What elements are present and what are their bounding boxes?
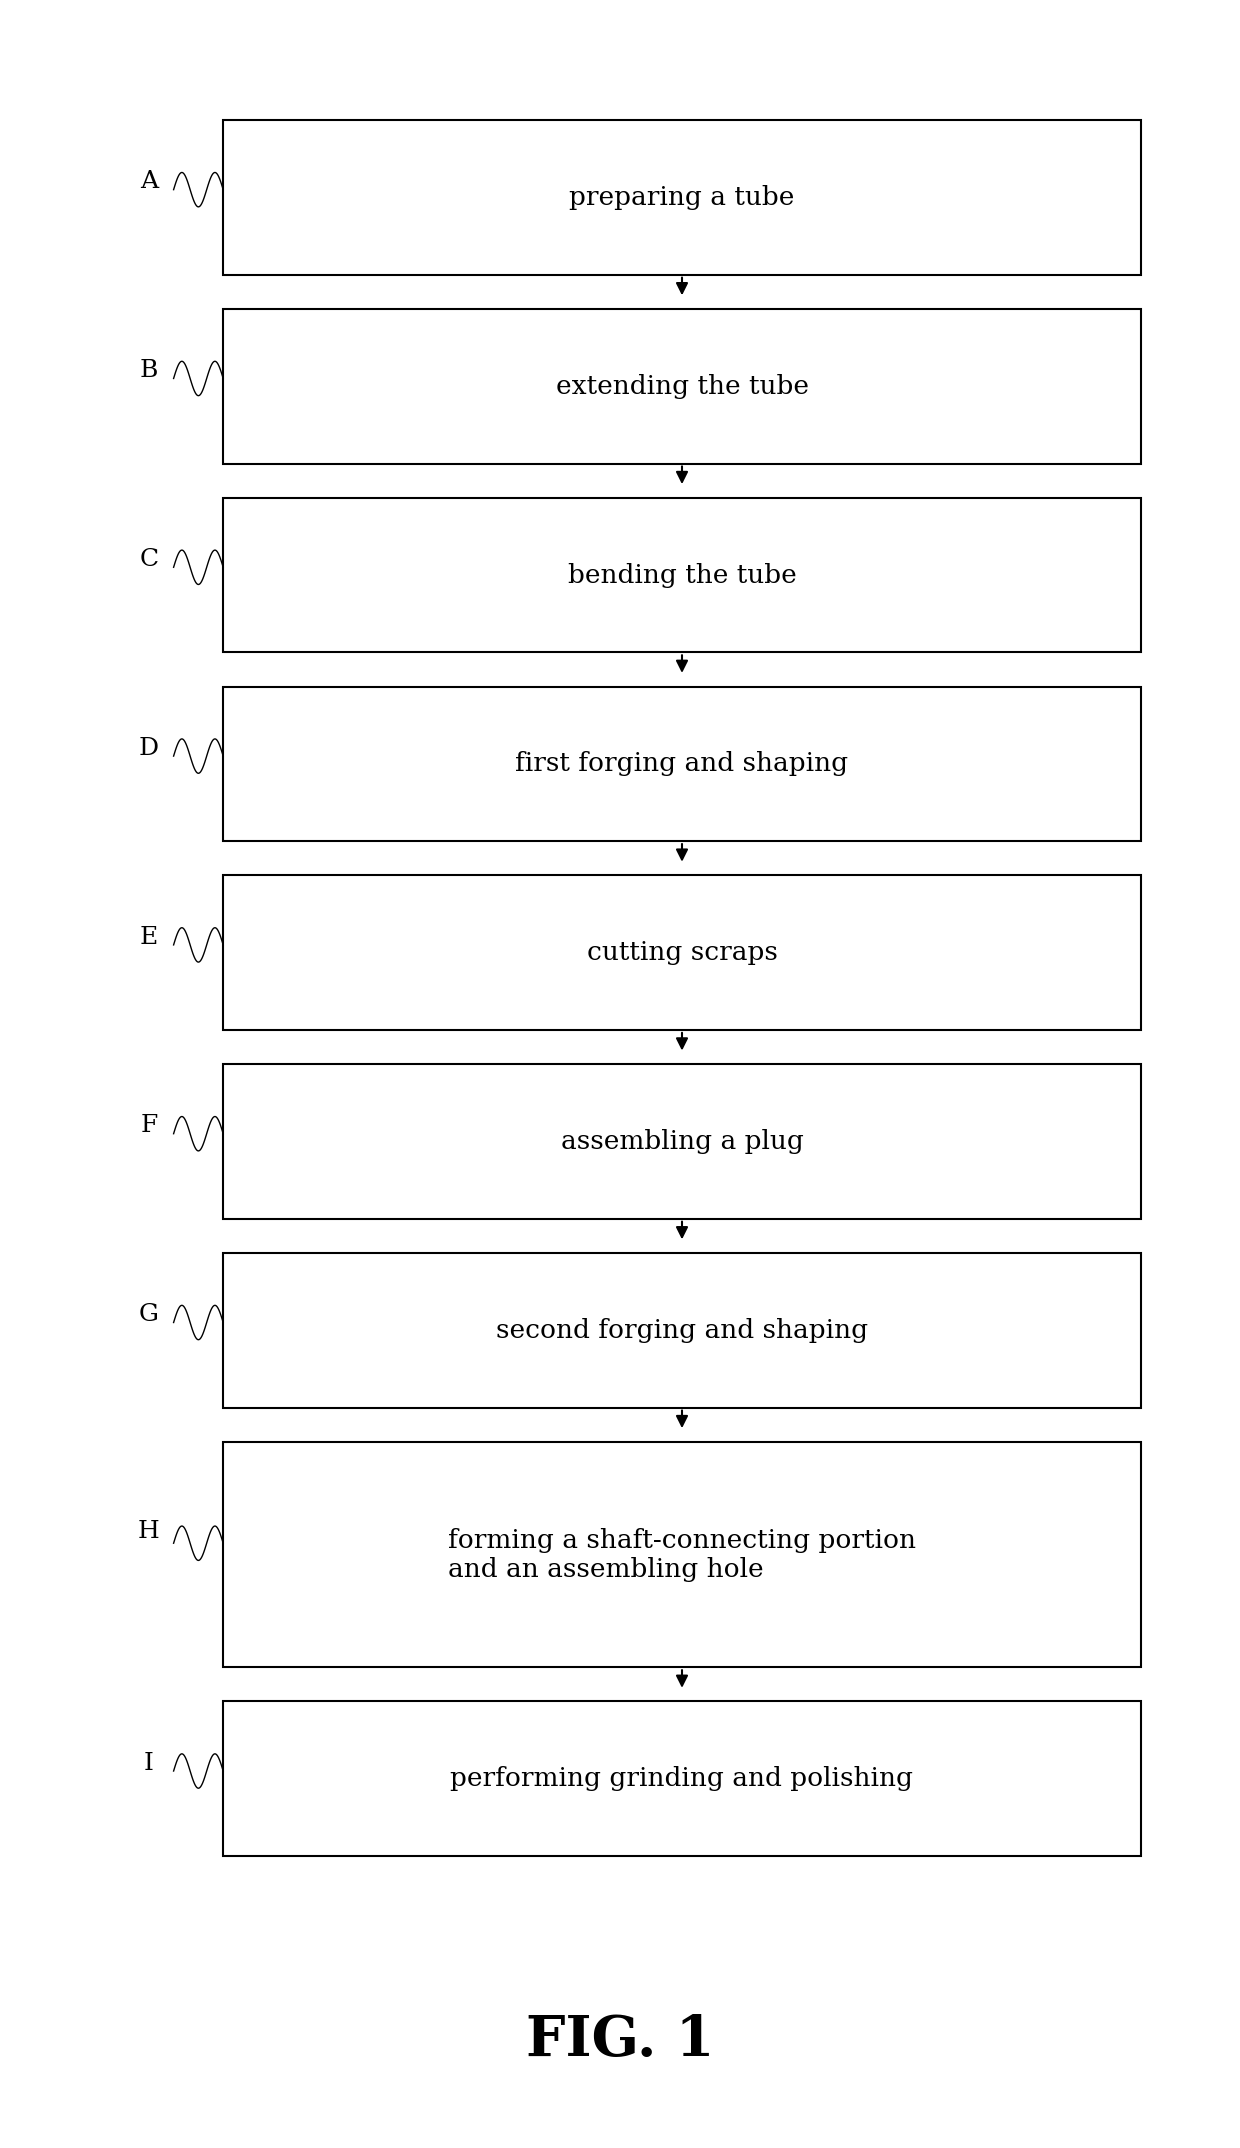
Text: C: C xyxy=(139,548,159,571)
Text: B: B xyxy=(140,359,157,382)
Text: I: I xyxy=(144,1753,154,1774)
Text: G: G xyxy=(139,1304,159,1325)
Text: first forging and shaping: first forging and shaping xyxy=(516,752,848,775)
FancyBboxPatch shape xyxy=(223,1252,1141,1407)
Text: FIG. 1: FIG. 1 xyxy=(526,2013,714,2069)
Text: H: H xyxy=(138,1521,160,1544)
Text: assembling a plug: assembling a plug xyxy=(560,1130,804,1153)
FancyBboxPatch shape xyxy=(223,876,1141,1029)
Text: A: A xyxy=(140,170,157,193)
FancyBboxPatch shape xyxy=(223,1441,1141,1667)
FancyBboxPatch shape xyxy=(223,1063,1141,1218)
Text: E: E xyxy=(140,926,157,949)
Text: extending the tube: extending the tube xyxy=(556,374,808,400)
Text: forming a shaft-connecting portion
and an assembling hole: forming a shaft-connecting portion and a… xyxy=(448,1527,916,1581)
Text: F: F xyxy=(140,1115,157,1138)
FancyBboxPatch shape xyxy=(223,498,1141,653)
FancyBboxPatch shape xyxy=(223,1701,1141,1856)
Text: cutting scraps: cutting scraps xyxy=(587,941,777,964)
FancyBboxPatch shape xyxy=(223,309,1141,464)
Text: preparing a tube: preparing a tube xyxy=(569,185,795,211)
FancyBboxPatch shape xyxy=(223,687,1141,842)
Text: bending the tube: bending the tube xyxy=(568,563,796,589)
Text: performing grinding and polishing: performing grinding and polishing xyxy=(450,1766,914,1791)
Text: second forging and shaping: second forging and shaping xyxy=(496,1317,868,1342)
Text: D: D xyxy=(139,737,159,760)
FancyBboxPatch shape xyxy=(223,120,1141,275)
